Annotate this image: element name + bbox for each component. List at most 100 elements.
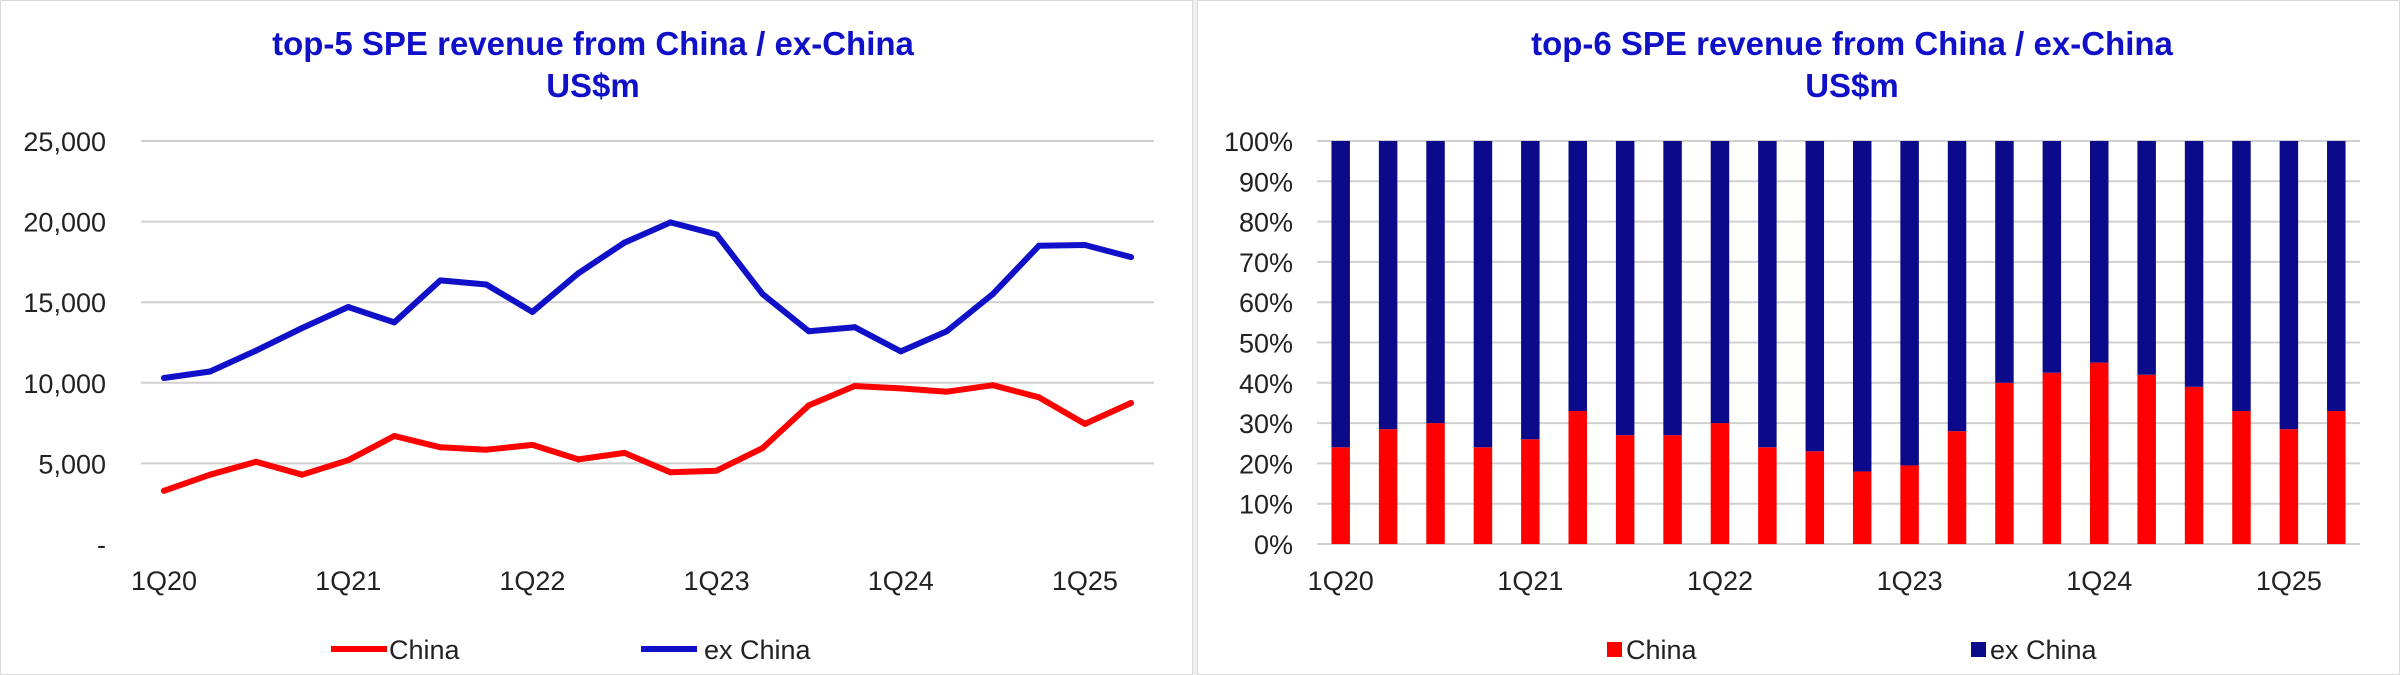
bar-ex-china: [1331, 141, 1350, 448]
y-tick-label: 80%: [1239, 208, 1293, 238]
legend-label-ex-china: ex China: [1990, 635, 2098, 665]
bar-ex-china: [1900, 141, 1919, 466]
data-point-china: [1127, 399, 1134, 406]
bar-ex-china: [2232, 141, 2251, 412]
legend-label-ex-china: ex China: [704, 635, 812, 665]
bar-china: [2090, 362, 2109, 544]
data-point-china: [345, 457, 352, 464]
data-point-china: [391, 432, 398, 439]
data-point-ex-china: [851, 324, 858, 331]
chart-title: top-6 SPE revenue from China / ex-China: [1531, 25, 2173, 62]
bar-ex-china: [1852, 141, 1872, 472]
bar-ex-china: [2090, 141, 2109, 363]
data-point-ex-china: [897, 348, 904, 355]
data-point-china: [575, 456, 582, 463]
x-tick-label: 1Q23: [1877, 566, 1943, 596]
bar-china: [2137, 374, 2156, 544]
data-point-china: [667, 469, 674, 476]
bar-ex-china: [2327, 141, 2346, 412]
bar-ex-china: [1568, 141, 1587, 412]
bar-ex-china: [1710, 141, 1730, 424]
bar-china: [2232, 411, 2251, 544]
legend-label-china: China: [389, 635, 461, 665]
bar-ex-china: [1426, 141, 1445, 424]
x-tick-label: 1Q25: [2256, 566, 2322, 596]
bar-ex-china: [1378, 141, 1398, 430]
y-tick-label: 5,000: [38, 449, 106, 479]
legend-swatch-china: [1607, 642, 1622, 657]
legend-swatch-ex-china: [1971, 642, 1986, 657]
data-point-ex-china: [299, 324, 306, 331]
data-point-china: [529, 441, 536, 448]
bar-ex-china: [1805, 141, 1825, 452]
bar-ex-china: [1758, 141, 1777, 448]
bar-china: [1426, 423, 1445, 544]
data-point-ex-china: [575, 270, 582, 277]
bar-china: [1663, 435, 1682, 544]
y-tick-label: 30%: [1239, 409, 1293, 439]
y-tick-label: -: [97, 530, 106, 560]
x-tick-label: 1Q24: [868, 566, 934, 596]
y-tick-label: 15,000: [23, 288, 106, 318]
data-point-ex-china: [759, 291, 766, 298]
x-tick-label: 1Q21: [1497, 566, 1563, 596]
x-tick-label: 1Q20: [1308, 566, 1374, 596]
x-tick-label: 1Q23: [684, 566, 750, 596]
y-tick-label: 20%: [1239, 449, 1293, 479]
data-point-ex-china: [253, 347, 260, 354]
x-tick-label: 1Q20: [131, 566, 197, 596]
data-point-china: [943, 388, 950, 395]
bar-ex-china: [2184, 141, 2204, 387]
bar-ex-china: [1995, 141, 2014, 383]
x-tick-label: 1Q22: [1687, 566, 1753, 596]
legend-label-china: China: [1626, 635, 1698, 665]
data-point-ex-china: [943, 328, 950, 335]
y-tick-label: 100%: [1224, 127, 1293, 157]
bar-china: [2042, 372, 2062, 544]
legend: China ex China: [331, 635, 812, 665]
data-point-ex-china: [1035, 242, 1042, 249]
bar-ex-china: [2137, 141, 2156, 375]
data-point-ex-china: [161, 374, 168, 381]
bar-china: [1615, 435, 1635, 544]
y-tick-label: 70%: [1239, 248, 1293, 278]
data-point-ex-china: [713, 231, 720, 238]
data-point-china: [713, 467, 720, 474]
data-point-ex-china: [667, 219, 674, 226]
series-line-ex-china: [161, 219, 1134, 381]
y-tick-label: 20,000: [23, 208, 106, 238]
x-tick-label: 1Q25: [1052, 566, 1118, 596]
bar-china: [1947, 431, 1967, 544]
data-point-ex-china: [621, 239, 628, 246]
y-tick-label: 60%: [1239, 288, 1293, 318]
x-tick-label: 1Q21: [315, 566, 381, 596]
data-point-china: [897, 385, 904, 392]
data-point-china: [253, 458, 260, 465]
data-point-ex-china: [437, 277, 444, 284]
y-tick-label: 50%: [1239, 329, 1293, 359]
bar-china: [1900, 465, 1919, 544]
line-chart: top-5 SPE revenue from China / ex-China …: [23, 25, 1154, 665]
bar-ex-china: [1947, 141, 1967, 432]
data-point-ex-china: [1081, 241, 1088, 248]
series-line-china: [161, 382, 1134, 494]
bar-china: [1852, 471, 1872, 544]
bar-china: [1521, 439, 1540, 544]
data-point-china: [437, 444, 444, 451]
x-tick-label: 1Q22: [499, 566, 565, 596]
data-point-ex-china: [207, 368, 214, 375]
data-point-china: [299, 471, 306, 478]
stacked-bar-chart-panel: top-6 SPE revenue from China / ex-China …: [1197, 0, 2400, 675]
bar-china: [1473, 447, 1493, 544]
data-point-ex-china: [989, 291, 996, 298]
line-chart-panel: top-5 SPE revenue from China / ex-China …: [0, 0, 1193, 675]
data-point-ex-china: [805, 328, 812, 335]
chart-title: top-5 SPE revenue from China / ex-China: [272, 25, 914, 62]
chart-subtitle: US$m: [546, 67, 640, 104]
panel-divider: [1193, 0, 1197, 675]
data-point-china: [989, 382, 996, 389]
bar-china: [1568, 411, 1587, 544]
data-point-china: [805, 402, 812, 409]
bar-china: [2184, 386, 2204, 544]
